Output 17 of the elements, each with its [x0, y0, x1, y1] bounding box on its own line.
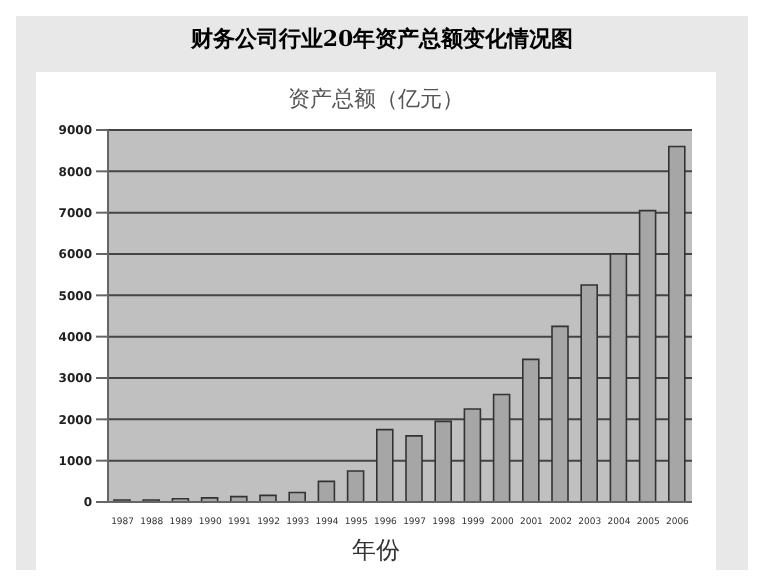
bar [580, 284, 598, 502]
x-axis-title: 年份 [350, 534, 402, 568]
bar [376, 428, 394, 502]
bar [492, 393, 511, 502]
bar [463, 408, 482, 502]
chart-title: 财务公司行业20年资产总额变化情况图 [188, 24, 576, 56]
bar [668, 145, 686, 502]
bar [609, 253, 628, 502]
bar [434, 420, 452, 502]
bar [551, 325, 569, 502]
bar [405, 435, 423, 502]
bar [638, 209, 657, 502]
bar [346, 470, 365, 502]
chart-subtitle: 资产总额（亿元） [286, 84, 466, 114]
bar [288, 491, 306, 502]
bar [522, 358, 540, 502]
bar [317, 480, 336, 502]
